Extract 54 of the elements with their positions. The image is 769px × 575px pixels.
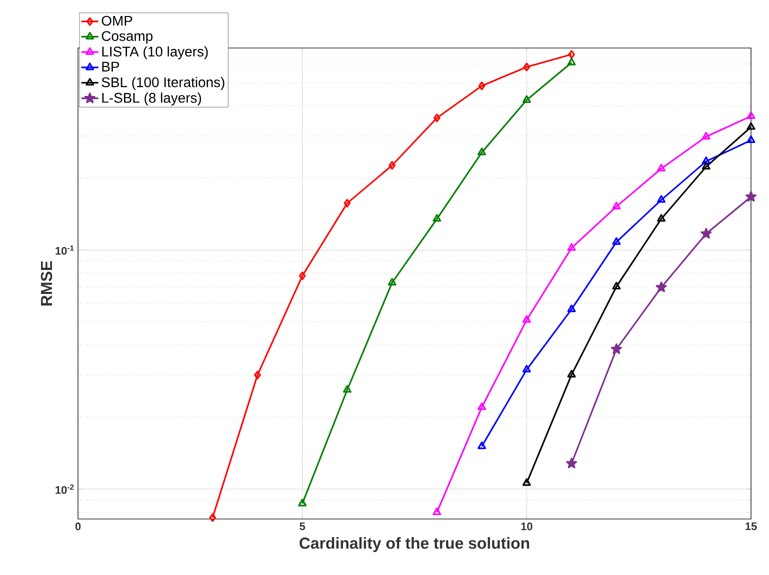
legend-label: L-SBL (8 layers) <box>102 92 202 106</box>
x-axis-title: Cardinality of the true solution <box>300 537 530 552</box>
point <box>700 228 712 239</box>
point <box>746 122 756 130</box>
point <box>298 272 306 280</box>
point <box>478 442 486 450</box>
point <box>567 58 576 66</box>
point <box>388 278 396 286</box>
point <box>567 243 576 251</box>
point <box>344 198 351 208</box>
point <box>432 507 442 516</box>
point <box>434 114 440 122</box>
point <box>566 458 578 468</box>
legend-label: Cosamp <box>102 31 152 44</box>
legend-label: OMP <box>102 16 132 26</box>
point <box>745 191 757 202</box>
y-axis-title: RMSE <box>40 261 52 306</box>
point <box>567 370 576 378</box>
point <box>254 370 261 380</box>
point <box>342 385 352 393</box>
point <box>522 315 531 323</box>
legend-label: BP <box>102 62 120 72</box>
point <box>612 237 621 245</box>
point <box>656 282 667 292</box>
point <box>657 164 666 172</box>
y-tick-label: 10$^{-1}$ <box>56 245 74 255</box>
x-tick-label: 10 <box>521 522 532 530</box>
point <box>478 148 486 156</box>
point <box>702 156 710 164</box>
point <box>657 214 666 222</box>
point <box>746 111 756 119</box>
point <box>657 195 666 203</box>
y-tick-label: 10$^{-2}$ <box>56 484 74 494</box>
point <box>567 304 576 312</box>
legend-label: LISTA (10 layers) <box>102 46 208 60</box>
legend-label: SBL (100 Iterations) <box>102 76 224 90</box>
point <box>746 135 756 143</box>
point <box>522 364 531 372</box>
point <box>612 282 621 290</box>
point <box>702 162 710 170</box>
point <box>523 62 530 72</box>
x-tick-label: 5 <box>300 522 306 530</box>
point <box>478 82 486 90</box>
x-tick-label: 0 <box>75 522 81 530</box>
point <box>432 214 442 222</box>
point <box>388 161 396 170</box>
point <box>522 95 531 103</box>
point <box>612 202 621 210</box>
x-tick-label: 15 <box>746 522 757 530</box>
point <box>610 343 622 354</box>
point <box>478 402 486 410</box>
point <box>298 498 307 506</box>
point <box>522 478 531 486</box>
point <box>702 132 710 140</box>
